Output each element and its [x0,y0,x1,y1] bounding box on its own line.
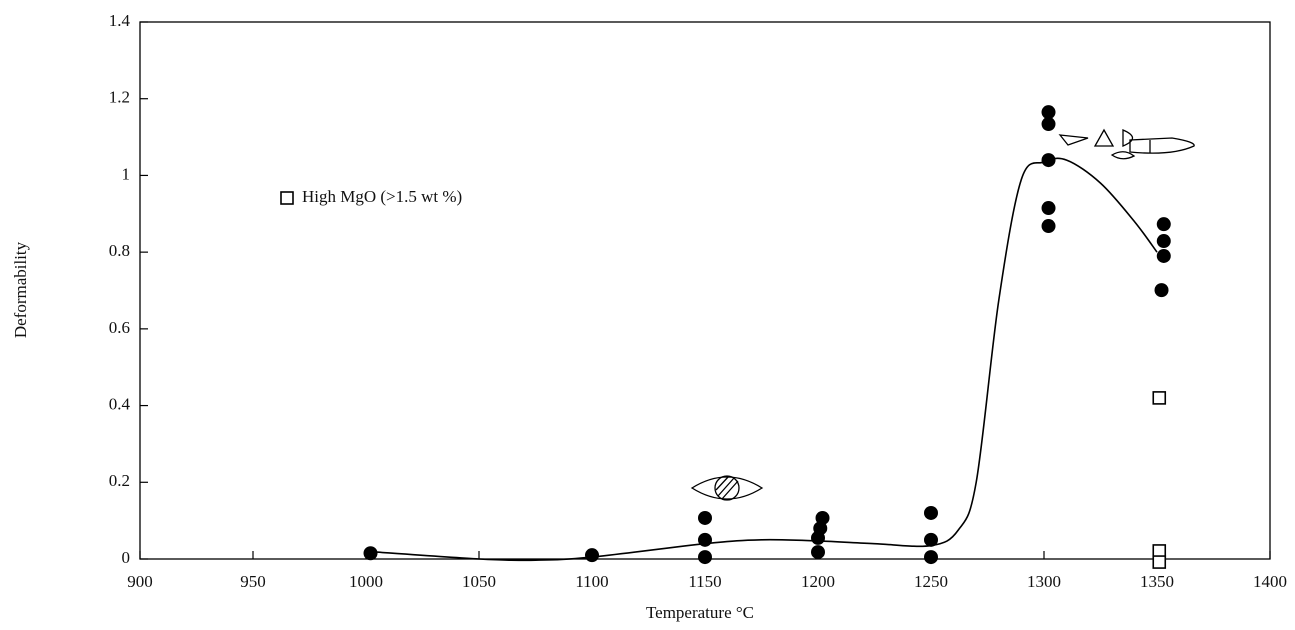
particle-sketches [690,128,1195,501]
point [698,510,712,525]
y-tick-label: 0.8 [109,241,130,260]
x-tick-label: 1000 [349,572,383,591]
particle-sketch [1093,128,1115,147]
point [924,532,938,547]
x-tick-label: 1100 [575,572,608,591]
fit-curve [365,157,1158,562]
y-tick-label: 0.6 [109,318,130,337]
open-square-point [1152,555,1167,569]
point [924,550,938,565]
point [1156,234,1171,249]
point [1156,217,1171,232]
point [1041,201,1056,216]
x-tick-label: 1350 [1140,572,1174,591]
open-square-point [1152,544,1167,558]
legend-label: High MgO (>1.5 wt %) [302,187,462,206]
point [1156,248,1171,263]
y-tick-label: 1.2 [109,88,130,107]
y-tick-label: 0 [122,548,131,567]
open-square-point [1152,391,1167,405]
x-tick-label: 1250 [914,572,948,591]
point [363,546,378,561]
plot-frame [139,21,1271,560]
x-tick-label: 1150 [688,572,721,591]
particle-sketch [1129,137,1195,154]
x-tick-label: 950 [240,572,266,591]
point [811,530,825,545]
point [585,548,599,563]
eye-sketch [690,476,764,500]
legend-marker [280,191,294,205]
point [1154,283,1169,298]
particle-sketch [1110,151,1136,160]
x-tick-label: 1200 [801,572,835,591]
y-axis-label: Deformability [11,241,30,338]
y-tick-label: 1 [122,164,131,183]
y-tick-label: 0.4 [109,394,131,413]
point [1041,105,1056,120]
point [698,550,712,565]
x-tick-label: 900 [127,572,153,591]
particle-sketch [1058,134,1089,146]
x-tick-label: 1050 [462,572,496,591]
hatching [715,475,739,500]
point [924,505,938,520]
x-axis-label: Temperature °C [646,603,754,622]
y-tick-label: 0.2 [109,471,130,490]
particle-sketch [1122,129,1134,147]
point [1041,219,1056,234]
point [811,545,825,560]
point [1041,117,1056,132]
x-tick-label: 1300 [1027,572,1061,591]
y-tick-label: 1.4 [109,11,131,30]
hatched-particle [714,475,740,501]
x-tick-label: 1400 [1253,572,1287,591]
